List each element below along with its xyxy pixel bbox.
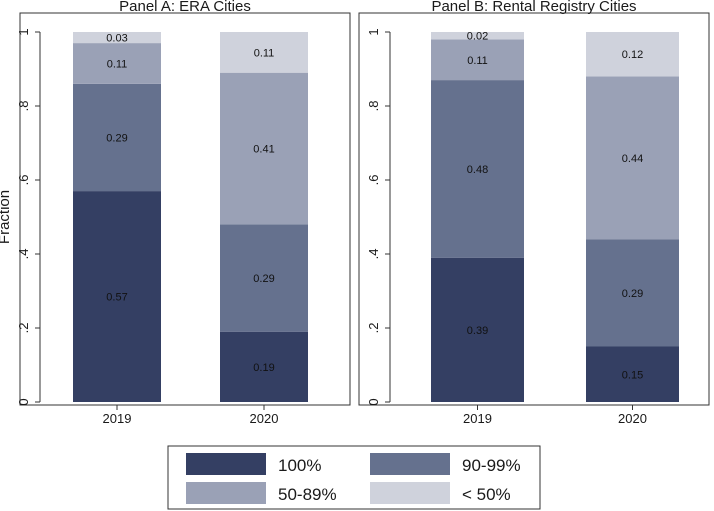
legend-label-90-99: 90-99% — [462, 456, 521, 475]
bar-value-label: 0.03 — [106, 33, 127, 45]
y-tick-label: .4 — [16, 249, 31, 260]
panel-a-y-axis: 0 .2 .4 .6 .8 1 — [16, 28, 41, 406]
bar-value-label: 0.48 — [467, 164, 488, 176]
legend-label-under-50: < 50% — [462, 485, 511, 504]
y-tick-label: 1 — [16, 28, 31, 35]
bar-segment — [73, 43, 161, 84]
x-tick-label: 2019 — [103, 411, 132, 426]
x-tick-label: 2020 — [250, 411, 279, 426]
panel-b-bars: 0.39 0.48 0.11 0.02 0.15 0.29 0.44 0.12 — [431, 31, 679, 402]
bar-segment — [73, 32, 161, 44]
y-tick-label: .4 — [366, 249, 381, 260]
bar-value-label: 0.11 — [254, 47, 275, 59]
legend-label-100: 100% — [278, 456, 321, 475]
y-tick-label: .8 — [366, 101, 381, 112]
y-tick-label: 0 — [366, 398, 381, 405]
bar-value-label: 0.11 — [467, 55, 488, 67]
bar-segment — [220, 331, 308, 402]
legend-swatch-100 — [186, 453, 266, 475]
bar-value-label: 0.29 — [106, 132, 127, 144]
bar-value-label: 0.12 — [622, 49, 643, 61]
bar-segment — [586, 32, 679, 77]
bar-value-label: 0.44 — [622, 153, 643, 165]
x-tick-label: 2019 — [463, 411, 492, 426]
bar-value-label: 0.02 — [467, 31, 488, 43]
bar-value-label: 0.39 — [467, 325, 488, 337]
panel-a: Panel A: ERA Cities Fraction 0.2.4.6.81 … — [0, 0, 351, 426]
bar-value-label: 0.29 — [253, 273, 274, 285]
bar-segment — [431, 257, 524, 402]
x-tick-label: 2020 — [618, 411, 647, 426]
y-axis-title: Fraction — [0, 190, 13, 244]
bar-segment — [220, 72, 308, 225]
bar-segment — [431, 39, 524, 81]
bar-segment — [73, 191, 161, 402]
bar-segment — [586, 239, 679, 347]
y-tick-label: .2 — [16, 323, 31, 334]
bar-value-label: 0.11 — [107, 58, 128, 70]
panel-b-y-axis: 0 .2 .4 .6 .8 1 — [366, 28, 391, 406]
panel-b-x-axis: 2019 2020 — [463, 405, 647, 426]
bar-segment — [73, 83, 161, 192]
panel-a-x-axis: 2019 2020 — [103, 405, 279, 426]
panel-b-title: Panel B: Rental Registry Cities — [431, 0, 636, 15]
bar-value-label: 0.15 — [622, 369, 643, 381]
bar-segment — [431, 80, 524, 258]
y-tick-label: 0 — [16, 398, 31, 405]
legend-swatch-90-99 — [370, 453, 450, 475]
bar-segment — [586, 76, 679, 240]
panel-a-title: Panel A: ERA Cities — [119, 0, 251, 15]
panel-b: Panel B: Rental Registry Cities 0 .2 .4 .6.… — [358, 0, 710, 426]
bar-value-label: 0.19 — [253, 362, 274, 374]
bar-segment — [586, 346, 679, 402]
bar-value-label: 0.57 — [106, 292, 127, 304]
y-tick-label: .6 — [366, 175, 381, 186]
bar-value-label: 0.41 — [253, 144, 274, 156]
legend-swatch-under-50 — [370, 482, 450, 504]
bar-segment — [220, 224, 308, 332]
legend-label-50-89: 50-89% — [278, 485, 337, 504]
panel-a-frame — [19, 12, 351, 406]
legend: 100% 90-99% 50-89% < 50% — [167, 445, 541, 510]
y-tick-label: .2 — [366, 323, 381, 334]
legend-swatch-50-89 — [186, 482, 266, 504]
bar-value-label: 0.29 — [622, 288, 643, 300]
y-tick-label: 1 — [366, 28, 381, 35]
y-tick-label: .6 — [16, 175, 31, 186]
panel-b-frame — [358, 12, 710, 406]
y-tick-label: .8 — [16, 101, 31, 112]
panel-a-bars: 0.57 0.29 0.11 0.03 0.19 0.29 0.41 0.11 — [73, 32, 308, 402]
bar-segment — [431, 32, 524, 40]
bar-segment — [220, 32, 308, 73]
